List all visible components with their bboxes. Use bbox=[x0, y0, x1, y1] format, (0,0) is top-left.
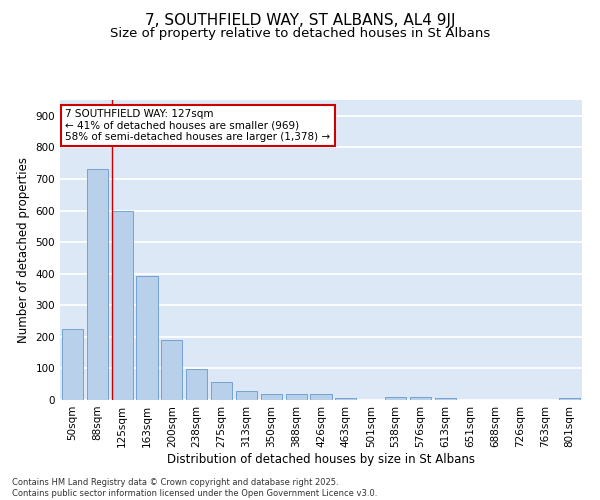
Bar bbox=[136, 276, 158, 400]
Bar bbox=[335, 398, 356, 400]
Bar bbox=[62, 329, 83, 400]
Bar bbox=[236, 391, 257, 400]
Bar bbox=[435, 398, 456, 400]
Bar bbox=[410, 397, 431, 400]
Bar bbox=[261, 394, 282, 400]
Bar bbox=[211, 382, 232, 400]
Bar bbox=[385, 397, 406, 400]
Bar bbox=[310, 394, 332, 400]
Bar bbox=[161, 340, 182, 400]
Text: Size of property relative to detached houses in St Albans: Size of property relative to detached ho… bbox=[110, 28, 490, 40]
Bar bbox=[286, 394, 307, 400]
Text: Contains HM Land Registry data © Crown copyright and database right 2025.
Contai: Contains HM Land Registry data © Crown c… bbox=[12, 478, 377, 498]
Text: 7, SOUTHFIELD WAY, ST ALBANS, AL4 9JJ: 7, SOUTHFIELD WAY, ST ALBANS, AL4 9JJ bbox=[145, 12, 455, 28]
X-axis label: Distribution of detached houses by size in St Albans: Distribution of detached houses by size … bbox=[167, 452, 475, 466]
Bar bbox=[87, 170, 108, 400]
Y-axis label: Number of detached properties: Number of detached properties bbox=[17, 157, 30, 343]
Bar bbox=[559, 398, 580, 400]
Text: 7 SOUTHFIELD WAY: 127sqm
← 41% of detached houses are smaller (969)
58% of semi-: 7 SOUTHFIELD WAY: 127sqm ← 41% of detach… bbox=[65, 109, 331, 142]
Bar bbox=[186, 370, 207, 400]
Bar bbox=[112, 210, 133, 400]
